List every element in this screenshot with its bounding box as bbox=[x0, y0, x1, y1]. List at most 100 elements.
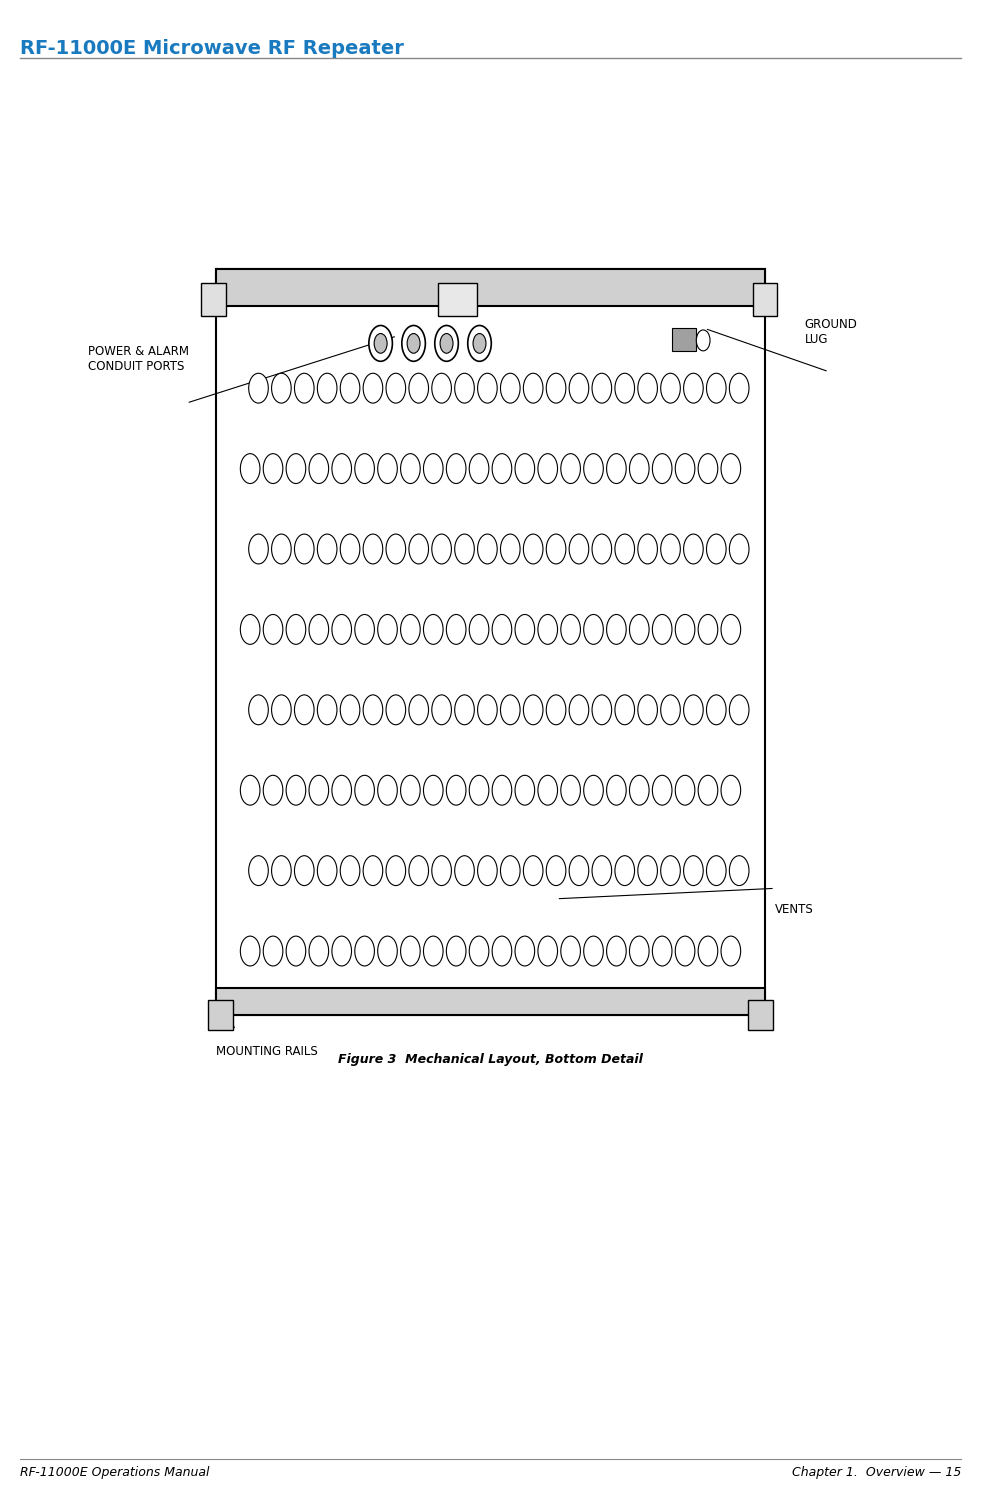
Circle shape bbox=[593, 534, 612, 564]
Text: MOUNTING RAILS: MOUNTING RAILS bbox=[216, 1045, 318, 1059]
Circle shape bbox=[721, 936, 741, 966]
Circle shape bbox=[652, 454, 672, 484]
Circle shape bbox=[424, 775, 443, 805]
Circle shape bbox=[630, 615, 649, 645]
Circle shape bbox=[730, 694, 749, 724]
Circle shape bbox=[698, 775, 718, 805]
Circle shape bbox=[615, 534, 635, 564]
Circle shape bbox=[332, 454, 351, 484]
Circle shape bbox=[638, 534, 657, 564]
Circle shape bbox=[593, 694, 612, 724]
Circle shape bbox=[272, 694, 291, 724]
Circle shape bbox=[249, 855, 269, 885]
Circle shape bbox=[355, 454, 375, 484]
Circle shape bbox=[593, 855, 612, 885]
Circle shape bbox=[309, 454, 329, 484]
Circle shape bbox=[538, 775, 557, 805]
Circle shape bbox=[468, 325, 491, 361]
Circle shape bbox=[272, 373, 291, 403]
Circle shape bbox=[318, 534, 337, 564]
Circle shape bbox=[698, 615, 718, 645]
Circle shape bbox=[469, 775, 489, 805]
Circle shape bbox=[400, 775, 420, 805]
Circle shape bbox=[363, 534, 383, 564]
Circle shape bbox=[402, 325, 426, 361]
Bar bbox=[209, 1000, 233, 1030]
Circle shape bbox=[538, 615, 557, 645]
Circle shape bbox=[684, 534, 703, 564]
Circle shape bbox=[272, 534, 291, 564]
Circle shape bbox=[286, 615, 306, 645]
Circle shape bbox=[263, 775, 283, 805]
Bar bbox=[749, 1000, 773, 1030]
Circle shape bbox=[584, 615, 603, 645]
Circle shape bbox=[652, 775, 672, 805]
Circle shape bbox=[721, 615, 741, 645]
Circle shape bbox=[478, 855, 497, 885]
Circle shape bbox=[318, 855, 337, 885]
Circle shape bbox=[355, 615, 375, 645]
Circle shape bbox=[524, 855, 543, 885]
Circle shape bbox=[630, 454, 649, 484]
Circle shape bbox=[294, 373, 314, 403]
Circle shape bbox=[332, 615, 351, 645]
Circle shape bbox=[561, 615, 581, 645]
Circle shape bbox=[524, 373, 543, 403]
Circle shape bbox=[240, 454, 260, 484]
Circle shape bbox=[584, 936, 603, 966]
Circle shape bbox=[515, 936, 535, 966]
Circle shape bbox=[661, 694, 681, 724]
Circle shape bbox=[369, 325, 392, 361]
Circle shape bbox=[492, 936, 512, 966]
Circle shape bbox=[424, 454, 443, 484]
Circle shape bbox=[455, 534, 475, 564]
Circle shape bbox=[286, 775, 306, 805]
Circle shape bbox=[500, 694, 520, 724]
Circle shape bbox=[363, 694, 383, 724]
Circle shape bbox=[446, 454, 466, 484]
Circle shape bbox=[400, 936, 420, 966]
Circle shape bbox=[492, 615, 512, 645]
Circle shape bbox=[432, 694, 451, 724]
Circle shape bbox=[569, 534, 589, 564]
Bar bbox=[201, 284, 226, 317]
Circle shape bbox=[706, 694, 726, 724]
Circle shape bbox=[524, 534, 543, 564]
Circle shape bbox=[584, 454, 603, 484]
Circle shape bbox=[675, 454, 695, 484]
Circle shape bbox=[409, 855, 429, 885]
Circle shape bbox=[698, 454, 718, 484]
Circle shape bbox=[492, 775, 512, 805]
Circle shape bbox=[698, 936, 718, 966]
Circle shape bbox=[355, 936, 375, 966]
Circle shape bbox=[363, 373, 383, 403]
Bar bbox=[216, 269, 765, 306]
Circle shape bbox=[240, 775, 260, 805]
Circle shape bbox=[615, 373, 635, 403]
Circle shape bbox=[400, 615, 420, 645]
Circle shape bbox=[675, 615, 695, 645]
Circle shape bbox=[387, 373, 406, 403]
Circle shape bbox=[432, 855, 451, 885]
Circle shape bbox=[638, 373, 657, 403]
Circle shape bbox=[730, 373, 749, 403]
Circle shape bbox=[473, 333, 486, 354]
Circle shape bbox=[730, 534, 749, 564]
Circle shape bbox=[638, 855, 657, 885]
Circle shape bbox=[661, 534, 681, 564]
Text: VENTS: VENTS bbox=[775, 903, 814, 917]
Circle shape bbox=[515, 775, 535, 805]
Circle shape bbox=[515, 454, 535, 484]
Circle shape bbox=[263, 936, 283, 966]
Circle shape bbox=[409, 534, 429, 564]
Bar bbox=[672, 328, 697, 351]
Circle shape bbox=[409, 694, 429, 724]
Circle shape bbox=[469, 615, 489, 645]
Text: RF-11000E Microwave RF Repeater: RF-11000E Microwave RF Repeater bbox=[20, 39, 403, 58]
Circle shape bbox=[675, 936, 695, 966]
Bar bbox=[753, 284, 778, 317]
Circle shape bbox=[263, 615, 283, 645]
Circle shape bbox=[435, 325, 458, 361]
Circle shape bbox=[500, 534, 520, 564]
Circle shape bbox=[446, 775, 466, 805]
